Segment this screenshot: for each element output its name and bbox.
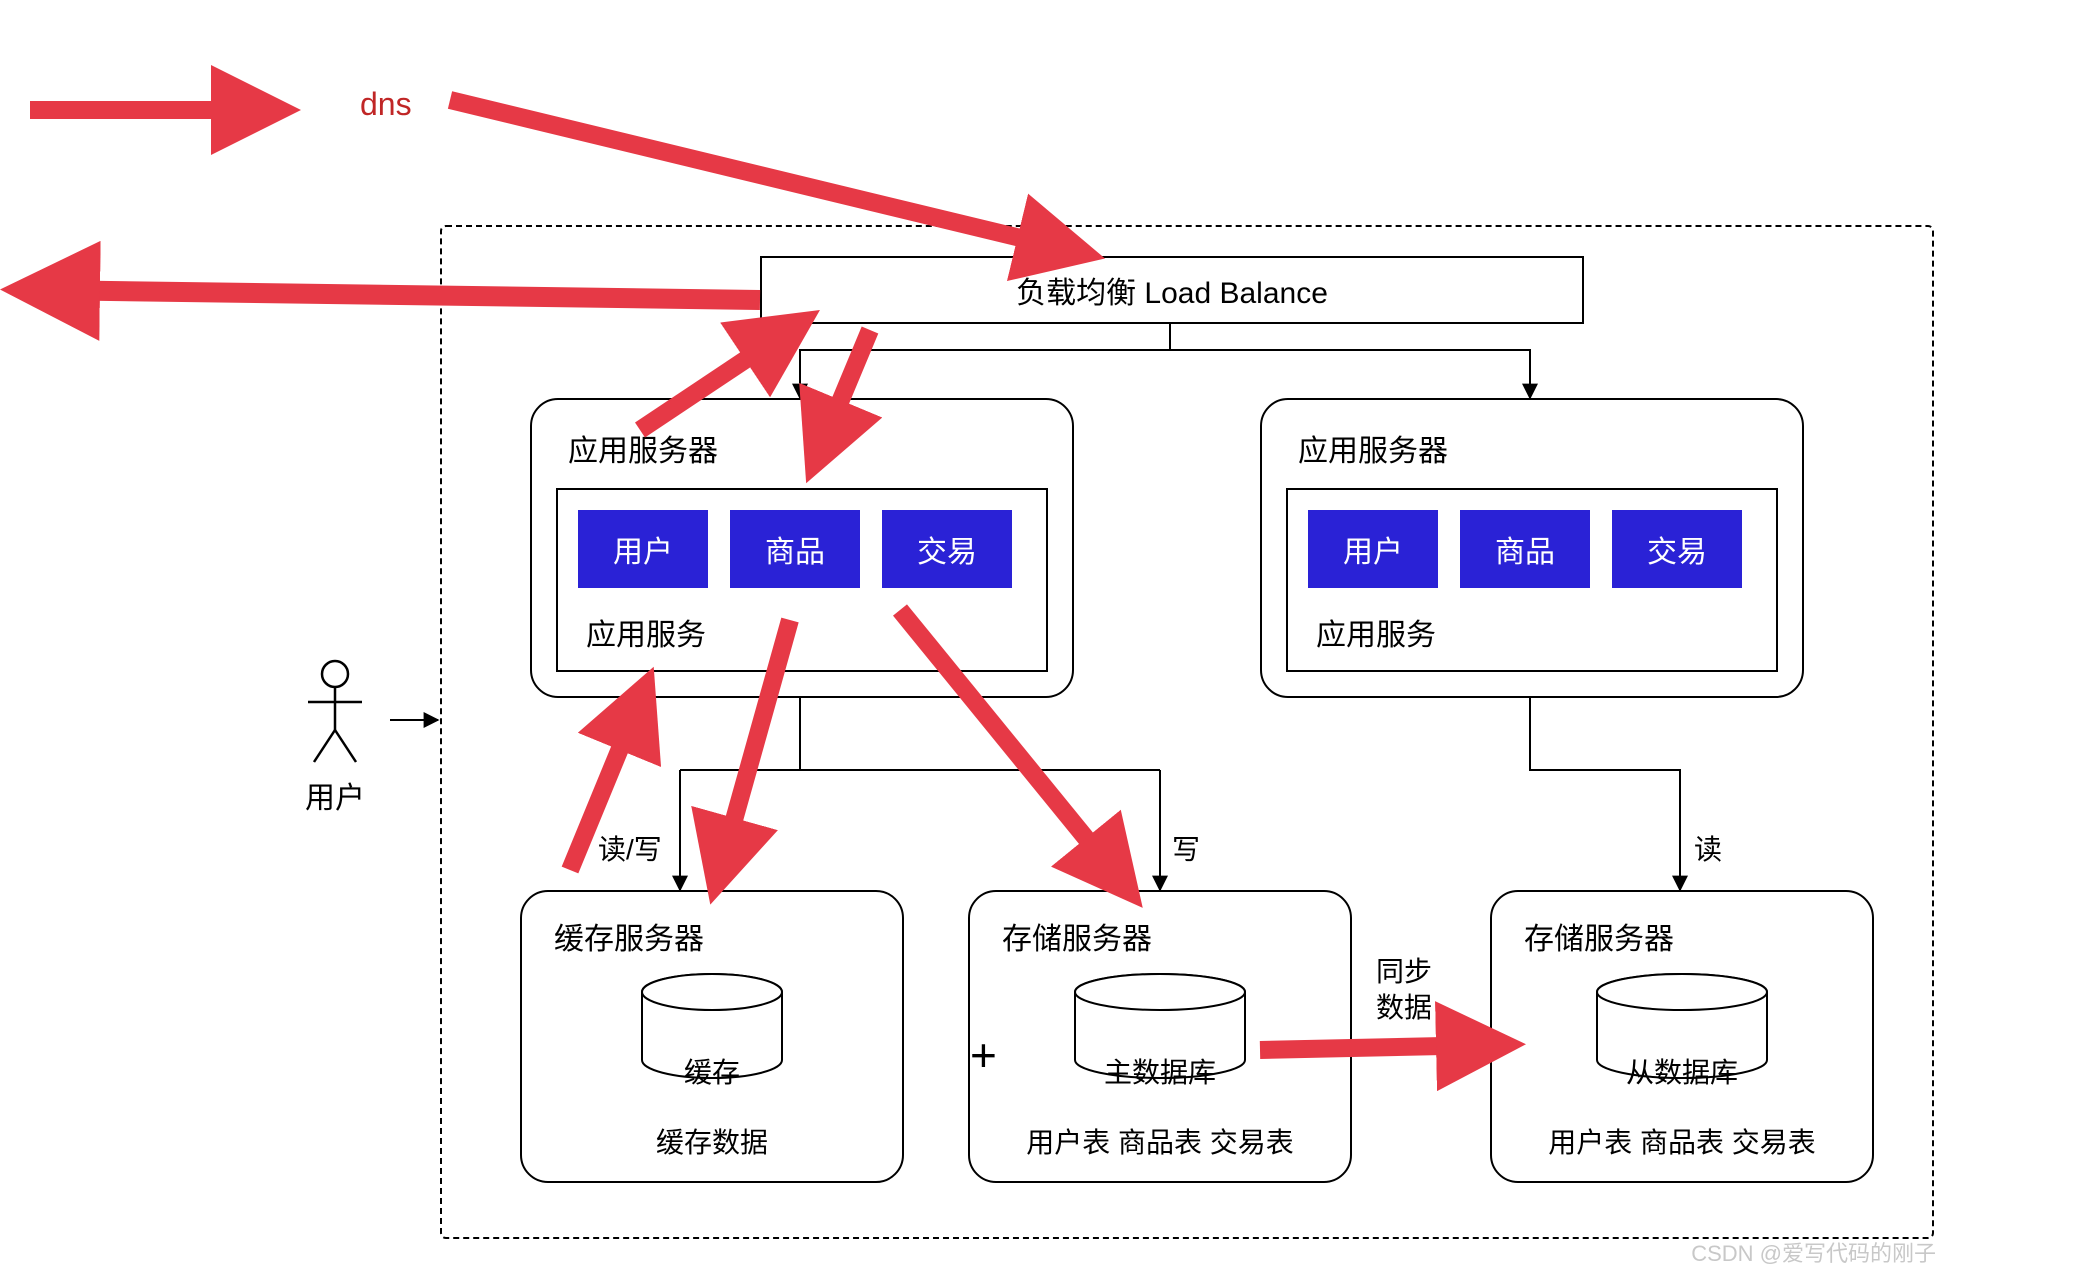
primary-db-server: 存储服务器 主数据库 用户表 商品表 交易表 [968, 890, 1352, 1183]
cache-db-label: 缓存 [544, 1051, 880, 1091]
service-group-left: 用户 商品 交易 应用服务 [556, 488, 1048, 672]
service-trade-r: 交易 [1612, 510, 1742, 588]
edge-label-sync1: 同步 [1376, 950, 1432, 990]
user-actor: 用户 [300, 658, 370, 817]
dns-annotation: dns [360, 86, 412, 123]
cache-title: 缓存服务器 [554, 914, 880, 958]
edge-label-read: 读 [1694, 828, 1722, 868]
load-balance-node: 负载均衡 Load Balance [760, 256, 1584, 324]
primary-caption: 用户表 商品表 交易表 [992, 1121, 1328, 1161]
service-trade: 交易 [882, 510, 1012, 588]
edge-label-write: 写 [1172, 828, 1200, 868]
replica-caption: 用户表 商品表 交易表 [1514, 1121, 1850, 1161]
watermark: CSDN @爱写代码的刚子 [1691, 1236, 1936, 1268]
service-group-left-label: 应用服务 [586, 610, 1026, 654]
primary-title: 存储服务器 [1002, 914, 1328, 958]
service-product-r: 商品 [1460, 510, 1590, 588]
service-group-right-label: 应用服务 [1316, 610, 1756, 654]
primary-db-label: 主数据库 [992, 1051, 1328, 1091]
service-user-r: 用户 [1308, 510, 1438, 588]
replica-db-server: 存储服务器 从数据库 用户表 商品表 交易表 [1490, 890, 1874, 1183]
cache-server: 缓存服务器 缓存 缓存数据 [520, 890, 904, 1183]
app-server-left: 应用服务器 用户 商品 交易 应用服务 [530, 398, 1074, 698]
replica-title: 存储服务器 [1524, 914, 1850, 958]
user-icon [300, 658, 370, 768]
service-user: 用户 [578, 510, 708, 588]
app-server-right-title: 应用服务器 [1298, 426, 1778, 470]
edge-label-sync2: 数据 [1376, 986, 1432, 1026]
service-group-right: 用户 商品 交易 应用服务 [1286, 488, 1778, 672]
app-server-right: 应用服务器 用户 商品 交易 应用服务 [1260, 398, 1804, 698]
cache-caption: 缓存数据 [544, 1121, 880, 1161]
plus-annotation: + [970, 1028, 997, 1082]
edge-label-readwrite: 读/写 [598, 828, 662, 868]
load-balance-label: 负载均衡 Load Balance [1016, 277, 1328, 310]
user-label: 用户 [300, 773, 370, 817]
service-product: 商品 [730, 510, 860, 588]
app-server-left-title: 应用服务器 [568, 426, 1048, 470]
replica-db-label: 从数据库 [1514, 1051, 1850, 1091]
